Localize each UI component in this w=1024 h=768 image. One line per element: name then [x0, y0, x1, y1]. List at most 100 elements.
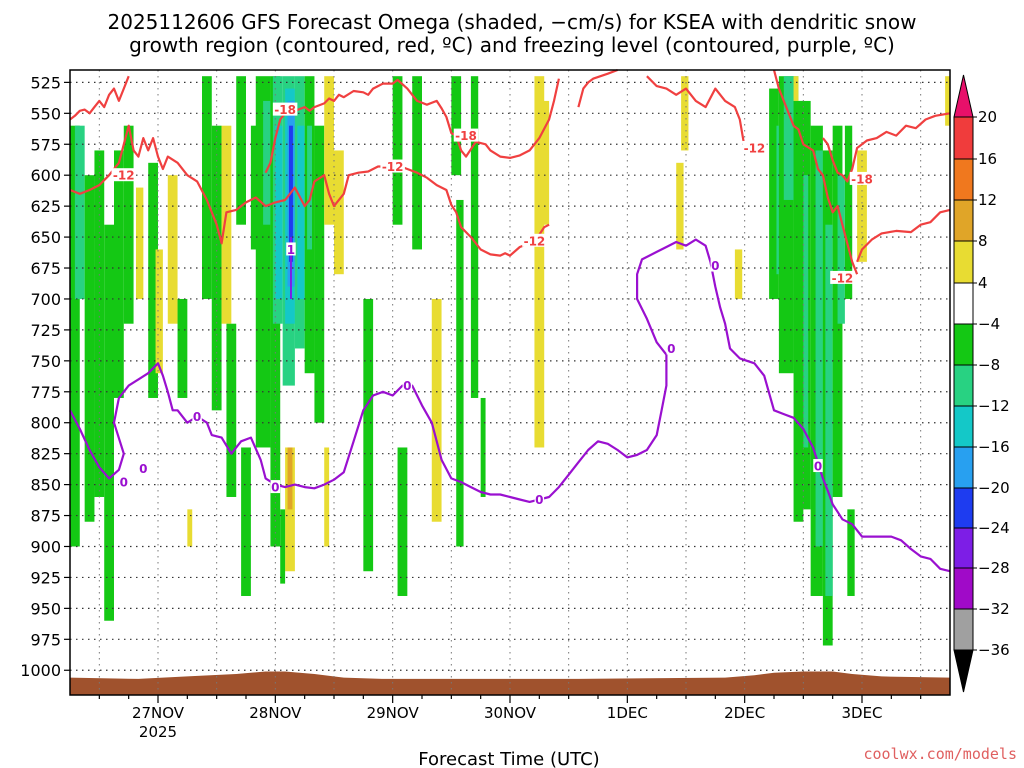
contour-label: -12	[113, 169, 135, 183]
dgz-contour-red	[264, 78, 560, 174]
contour-label: -18	[455, 129, 477, 143]
contour-label: 0	[193, 410, 201, 424]
contour-label: -12	[744, 141, 766, 155]
y-tick-label: 600	[30, 166, 61, 185]
contour-label-bg	[742, 140, 767, 154]
y-tick-label: 800	[30, 414, 61, 433]
dgz-contour-red	[772, 69, 859, 275]
y-tick-label: 725	[30, 321, 61, 340]
omega-shaded-cell	[280, 509, 286, 584]
colorbar-segment	[953, 446, 974, 489]
contour-label: -18	[274, 103, 296, 117]
omega-shaded-cell	[681, 76, 689, 151]
contour-label: 0	[814, 460, 822, 474]
contour-label: 0	[271, 481, 279, 495]
colorbar-segment	[953, 158, 974, 201]
omega-shaded-cell	[236, 76, 246, 225]
x-tick-label: 3DEC	[841, 704, 882, 722]
colorbar-tick-label: 4	[978, 274, 988, 292]
colorbar-tick-label: −16	[978, 438, 1010, 456]
colorbar-segment	[953, 282, 974, 325]
contour-label-bg	[830, 270, 855, 284]
omega-shaded-cell	[825, 224, 833, 596]
colorbar-tick-label: −32	[978, 600, 1010, 618]
colorbar-segment	[953, 527, 974, 569]
contour-label-bg	[666, 341, 677, 355]
site-credit: coolwx.com/models	[863, 745, 1017, 763]
omega-shaded-cell	[412, 76, 422, 250]
contour-label: 0	[139, 462, 147, 476]
contour-label: 0	[667, 342, 675, 356]
contour-label-bg	[111, 168, 137, 182]
omega-shaded-cell	[290, 237, 292, 299]
contour-label-bg	[286, 242, 296, 256]
omega-shaded-cell	[94, 150, 105, 497]
y-tick-label: 825	[30, 445, 61, 464]
omega-shaded-cell	[221, 125, 232, 324]
omega-shaded-cell	[187, 509, 193, 547]
omega-shaded-cell	[844, 125, 853, 299]
y-tick-label: 950	[30, 599, 61, 618]
omega-shaded-cell	[945, 76, 950, 126]
omega-shaded-cell	[363, 298, 374, 572]
contour-label: -12	[524, 234, 546, 248]
y-axis: 525 550 575 600 625 650 675 700 725 750 775 800 825 8…	[20, 73, 70, 680]
dgz-contour-red	[577, 68, 618, 108]
omega-shaded-cell	[84, 175, 95, 522]
omega-shaded-cell	[148, 162, 158, 398]
y-tick-label: 750	[30, 352, 61, 371]
x-tick-label: 27NOV	[132, 704, 185, 722]
omega-shaded-cell	[769, 88, 779, 299]
contour-label: 1	[287, 243, 295, 257]
colorbar-tick-label: 12	[978, 191, 997, 209]
omega-shaded-cell	[470, 76, 479, 398]
contour-label-bg	[402, 378, 413, 392]
dgz-contour-red	[646, 75, 746, 149]
contour-label-bg	[453, 128, 479, 142]
omega-shaded-cell	[275, 125, 283, 299]
y-tick-label: 850	[30, 476, 61, 495]
colorbar-tick-label: −20	[978, 479, 1010, 497]
colorbar-tick-label: 20	[978, 108, 997, 126]
contour-label-bg	[138, 461, 149, 475]
omega-shaded-cell	[202, 76, 212, 299]
colorbar-segment	[953, 567, 974, 610]
y-tick-label: 550	[30, 104, 61, 123]
colorbar-top-arrow	[953, 74, 974, 118]
omega-shaded-cell	[793, 76, 799, 101]
chart-title-line-1: 2025112606 GFS Forecast Omega (shaded, −…	[108, 10, 917, 34]
contour-label: -12	[832, 271, 854, 285]
colorbar-tick-label: −28	[978, 559, 1010, 577]
omega-shaded-cell	[136, 187, 144, 299]
colorbar-segment	[953, 608, 974, 651]
colorbar: 20 16 12 8 4 −4 −8 −12 −16 −20 −24 −28 −32 −36	[953, 74, 1010, 693]
colorbar-segment	[953, 487, 974, 529]
contour-label-bg	[272, 102, 298, 116]
omega-shaded-cell	[534, 76, 545, 448]
y-tick-label: 625	[30, 197, 61, 216]
colorbar-bottom-arrow	[953, 649, 974, 693]
omega-shaded-cell	[815, 150, 823, 547]
contour-label-bg	[119, 475, 129, 489]
contour-label-bg	[192, 409, 202, 423]
contour-label-bg	[270, 480, 281, 494]
omega-shaded-cell	[167, 175, 178, 324]
x-tick-label: 29NOV	[367, 704, 420, 722]
y-tick-label: 675	[30, 259, 61, 278]
omega-shaded-cell	[837, 175, 845, 324]
contour-label-bg	[522, 233, 547, 247]
y-tick-label: 650	[30, 228, 61, 247]
contour-label: 0	[711, 259, 719, 273]
grid	[70, 70, 950, 695]
colorbar-tick-label: −12	[978, 397, 1010, 415]
omega-shaded-cell	[241, 447, 251, 596]
colorbar-segment	[953, 116, 974, 160]
colorbar-segment	[953, 364, 974, 407]
chart-title-line-2: growth region (contoured, red, ºC) and f…	[129, 33, 895, 57]
contour-label: -18	[851, 172, 873, 186]
contour-label-bg	[813, 459, 823, 473]
omega-shaded-cell	[114, 150, 124, 398]
omega-shaded-cell	[307, 125, 312, 250]
